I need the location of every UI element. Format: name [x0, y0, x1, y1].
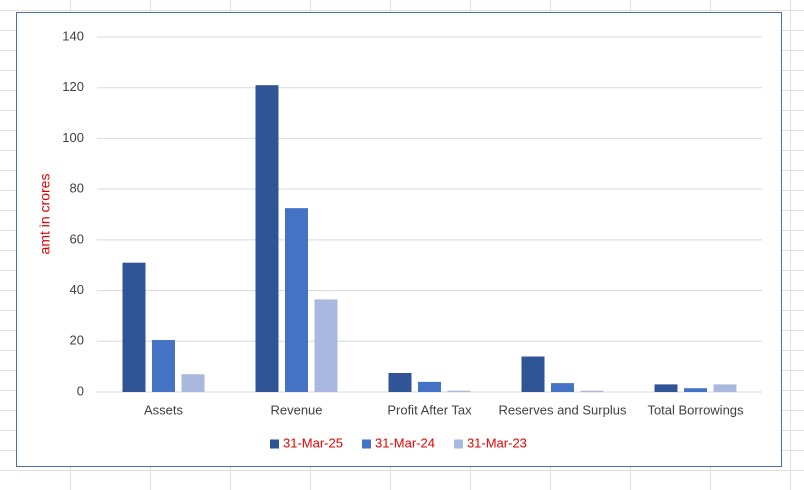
legend-label: 31-Mar-25 [283, 435, 343, 450]
bar [580, 390, 604, 392]
y-tick-label: 40 [70, 282, 84, 297]
legend-swatch [361, 439, 371, 449]
bar [285, 208, 308, 392]
y-tick-label: 80 [70, 181, 84, 196]
bar [418, 381, 441, 392]
y-tick-label: 0 [77, 383, 84, 398]
legend-swatch [453, 439, 463, 449]
bar [684, 388, 707, 392]
y-tick-label: 60 [70, 231, 84, 246]
legend-swatch [270, 439, 279, 449]
x-tick-label: Total Borrowings [647, 402, 744, 417]
x-tick-label: Revenue [270, 402, 322, 417]
legend-label: 31-Mar-23 [467, 435, 527, 450]
x-tick-label: Profit After Tax [387, 402, 472, 417]
x-tick-label: Reserves and Surplus [499, 402, 627, 417]
bar [152, 340, 175, 392]
bar [314, 299, 338, 392]
bar [255, 85, 279, 392]
legend-label: 31-Mar-24 [375, 435, 435, 450]
bar [654, 384, 678, 392]
y-tick-label: 20 [70, 333, 84, 348]
bar [122, 262, 146, 392]
bar [388, 372, 412, 392]
bar [713, 384, 737, 392]
y-tick-label: 140 [62, 28, 84, 43]
x-tick-label: Assets [144, 402, 184, 417]
y-tick-label: 120 [62, 79, 84, 94]
bar [181, 374, 205, 392]
bar [521, 356, 545, 392]
y-axis-label: amt in crores [37, 174, 53, 255]
y-tick-label: 100 [62, 130, 84, 145]
bar [447, 390, 471, 392]
bar [551, 383, 574, 392]
